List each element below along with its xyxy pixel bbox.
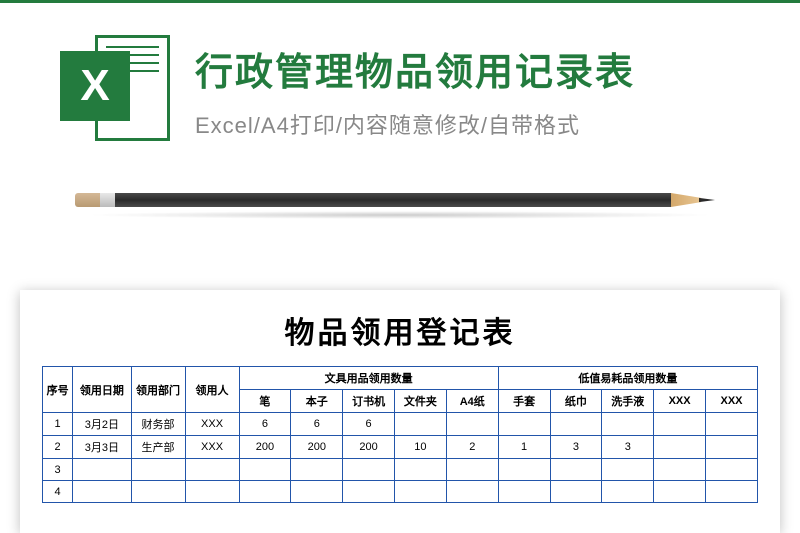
pencil-eraser bbox=[75, 193, 100, 207]
th-group1: 文具用品领用数量 bbox=[239, 367, 498, 390]
table-cell: 财务部 bbox=[131, 413, 185, 436]
table-cell bbox=[343, 459, 395, 481]
table-cell bbox=[654, 459, 706, 481]
table-cell bbox=[239, 481, 291, 503]
table-cell bbox=[395, 413, 447, 436]
table-cell bbox=[73, 481, 131, 503]
th-item: XXX bbox=[706, 390, 758, 413]
th-date: 领用日期 bbox=[73, 367, 131, 413]
main-title: 行政管理物品领用记录表 bbox=[195, 41, 750, 96]
title-block: 行政管理物品领用记录表 Excel/A4打印/内容随意修改/自带格式 bbox=[195, 33, 750, 140]
table-cell: 3 bbox=[602, 436, 654, 459]
table-cell: 6 bbox=[291, 413, 343, 436]
table-cell: 3月3日 bbox=[73, 436, 131, 459]
th-item: 手套 bbox=[498, 390, 550, 413]
table-cell: 200 bbox=[343, 436, 395, 459]
pencil-shadow bbox=[85, 211, 715, 219]
table-cell bbox=[446, 413, 498, 436]
table-cell: 3月2日 bbox=[73, 413, 131, 436]
table-cell bbox=[395, 481, 447, 503]
table-cell bbox=[131, 481, 185, 503]
table-cell: 4 bbox=[43, 481, 73, 503]
table-cell bbox=[602, 413, 654, 436]
excel-icon-wrap: X bbox=[60, 33, 170, 143]
table-cell bbox=[654, 481, 706, 503]
table-body: 13月2日财务部XXX66623月3日生产部XXX200200200102133… bbox=[43, 413, 758, 503]
pencil-body bbox=[115, 193, 671, 207]
sheet-title: 物品领用登记表 bbox=[42, 308, 758, 352]
table-cell: 200 bbox=[291, 436, 343, 459]
table-cell bbox=[343, 481, 395, 503]
th-item: 文件夹 bbox=[395, 390, 447, 413]
table-cell bbox=[550, 413, 602, 436]
pencil-zone bbox=[0, 163, 800, 238]
table-cell: 1 bbox=[498, 436, 550, 459]
table-cell bbox=[291, 481, 343, 503]
table-cell: 3 bbox=[550, 436, 602, 459]
table-cell: 2 bbox=[446, 436, 498, 459]
table-cell: 10 bbox=[395, 436, 447, 459]
pencil-wood bbox=[671, 193, 701, 207]
excel-icon: X bbox=[60, 33, 170, 143]
table-cell bbox=[185, 481, 239, 503]
table-cell bbox=[291, 459, 343, 481]
table-cell bbox=[446, 481, 498, 503]
table-cell: XXX bbox=[185, 436, 239, 459]
table-cell bbox=[706, 413, 758, 436]
table-cell bbox=[550, 459, 602, 481]
table-cell bbox=[131, 459, 185, 481]
table-row: 4 bbox=[43, 481, 758, 503]
table-cell bbox=[654, 436, 706, 459]
excel-badge: X bbox=[60, 51, 130, 121]
th-dept: 领用部门 bbox=[131, 367, 185, 413]
table-cell bbox=[395, 459, 447, 481]
th-item: 订书机 bbox=[343, 390, 395, 413]
spreadsheet-paper: 物品领用登记表 序号 领用日期 领用部门 领用人 文具用品领用数量 低值易耗品领… bbox=[20, 290, 780, 533]
table-cell: 3 bbox=[43, 459, 73, 481]
th-item: 本子 bbox=[291, 390, 343, 413]
th-item: XXX bbox=[654, 390, 706, 413]
header-section: X 行政管理物品领用记录表 Excel/A4打印/内容随意修改/自带格式 bbox=[0, 3, 800, 163]
table-row: 3 bbox=[43, 459, 758, 481]
table-cell bbox=[706, 459, 758, 481]
table-cell bbox=[706, 481, 758, 503]
th-person: 领用人 bbox=[185, 367, 239, 413]
th-seq: 序号 bbox=[43, 367, 73, 413]
th-item: A4纸 bbox=[446, 390, 498, 413]
table-cell: 2 bbox=[43, 436, 73, 459]
table-cell: 6 bbox=[343, 413, 395, 436]
table-cell bbox=[498, 459, 550, 481]
table-cell bbox=[73, 459, 131, 481]
table-row: 13月2日财务部XXX666 bbox=[43, 413, 758, 436]
pencil-graphic bbox=[75, 193, 715, 207]
table-cell bbox=[602, 459, 654, 481]
table-cell: XXX bbox=[185, 413, 239, 436]
table-cell: 6 bbox=[239, 413, 291, 436]
requisition-table: 序号 领用日期 领用部门 领用人 文具用品领用数量 低值易耗品领用数量 笔 本子… bbox=[42, 366, 758, 503]
subtitle: Excel/A4打印/内容随意修改/自带格式 bbox=[195, 108, 750, 140]
th-item: 洗手液 bbox=[602, 390, 654, 413]
excel-letter: X bbox=[80, 61, 109, 111]
table-row: 23月3日生产部XXX200200200102133 bbox=[43, 436, 758, 459]
table-cell bbox=[550, 481, 602, 503]
table-cell: 1 bbox=[43, 413, 73, 436]
pencil-tip bbox=[699, 193, 715, 207]
table-cell bbox=[498, 481, 550, 503]
table-cell bbox=[706, 436, 758, 459]
table-cell bbox=[498, 413, 550, 436]
table-cell: 200 bbox=[239, 436, 291, 459]
th-group2: 低值易耗品领用数量 bbox=[498, 367, 757, 390]
table-cell bbox=[239, 459, 291, 481]
table-cell bbox=[602, 481, 654, 503]
table-cell bbox=[654, 413, 706, 436]
pencil-ferrule bbox=[100, 193, 115, 207]
table-cell bbox=[185, 459, 239, 481]
table-cell bbox=[446, 459, 498, 481]
th-item: 笔 bbox=[239, 390, 291, 413]
header-row-1: 序号 领用日期 领用部门 领用人 文具用品领用数量 低值易耗品领用数量 bbox=[43, 367, 758, 390]
table-cell: 生产部 bbox=[131, 436, 185, 459]
th-item: 纸巾 bbox=[550, 390, 602, 413]
